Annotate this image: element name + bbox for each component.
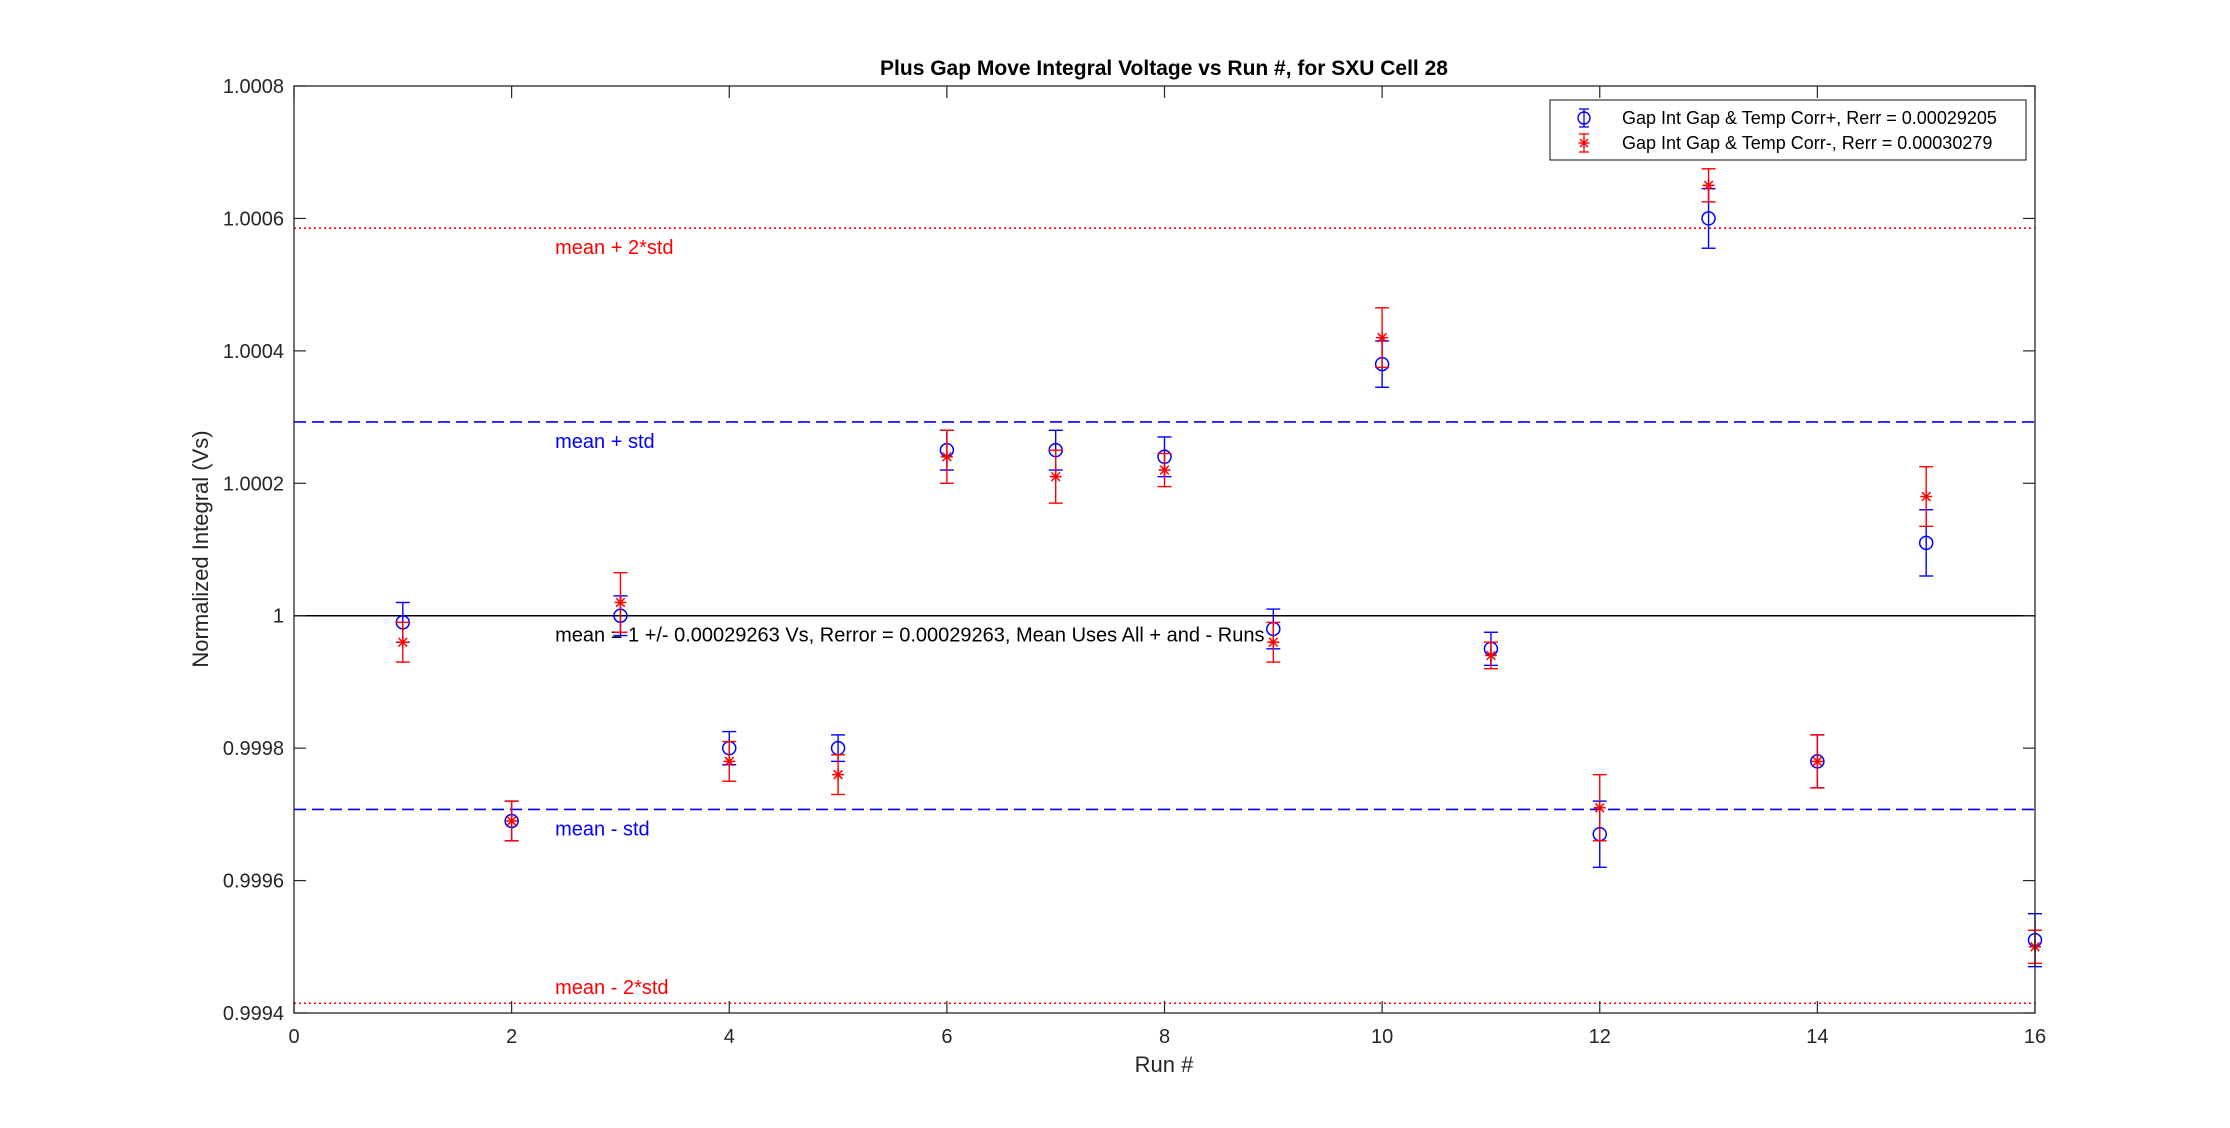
- y-tick-label-3: 1: [273, 606, 284, 628]
- point-0-12: [1701, 211, 1716, 226]
- reference-label-2: mean = 1 +/- 0.00029263 Vs, Rerror = 0.0…: [555, 625, 1264, 647]
- point-1-6: [1049, 470, 1062, 483]
- x-tick-label-2: 4: [724, 1026, 735, 1048]
- x-tick-label-1: 2: [506, 1026, 517, 1048]
- legend: Gap Int Gap & Temp Corr+, Rerr = 0.00029…: [1549, 99, 2027, 161]
- y-tick-label-4: 1.0002: [223, 473, 284, 495]
- legend-label-0: Gap Int Gap & Temp Corr+, Rerr = 0.00029…: [1622, 108, 1997, 128]
- y-tick-label-6: 1.0006: [223, 208, 284, 230]
- y-tick-label-1: 0.9996: [223, 871, 284, 893]
- point-1-12: [1702, 179, 1715, 192]
- point-1-1: [505, 814, 518, 827]
- point-1-7: [1158, 464, 1171, 477]
- point-1-13: [1811, 755, 1824, 768]
- plot-area: [294, 86, 2035, 1013]
- legend-box: [1549, 99, 2027, 161]
- reference-label-3: mean - std: [555, 818, 649, 840]
- chart-title: Plus Gap Move Integral Voltage vs Run #,…: [880, 57, 1448, 80]
- x-tick-label-3: 6: [941, 1026, 952, 1048]
- point-0-14: [1918, 535, 1934, 551]
- x-tick-label-8: 16: [2024, 1026, 2046, 1048]
- reference-labels: mean + 2*std mean + std mean = 1 +/- 0.000…: [555, 237, 1264, 999]
- y-axis-label: Normalized Integral (Vs): [188, 430, 213, 667]
- legend-label-1: Gap Int Gap & Temp Corr-, Rerr = 0.00030…: [1622, 133, 1992, 153]
- point-1-5: [940, 450, 953, 463]
- y-tick-label-5: 1.0004: [223, 341, 284, 363]
- legend-entry-0: Gap Int Gap & Temp Corr+, Rerr = 0.00029…: [1577, 108, 1997, 128]
- x-tick-label-5: 10: [1371, 1026, 1393, 1048]
- x-tick-label-4: 8: [1159, 1026, 1170, 1048]
- point-1-8: [1267, 636, 1280, 649]
- reference-label-0: mean + 2*std: [555, 237, 673, 259]
- point-1-9: [1376, 331, 1389, 344]
- x-axis-label: Run #: [1135, 1052, 1194, 1077]
- reference-label-4: mean - 2*std: [555, 977, 668, 999]
- point-1-0: [396, 636, 409, 649]
- axes-layer: 0 2 4 6 8 10 12 14 16 0.9994 0.9996 0.9998 1 1.0002 1.…: [223, 76, 2046, 1048]
- point-1-14: [1920, 490, 1933, 503]
- y-tick-label-0: 0.9994: [223, 1003, 284, 1025]
- point-1-3: [723, 755, 736, 768]
- x-tick-label-6: 12: [1589, 1026, 1611, 1048]
- legend-entry-1: Gap Int Gap & Temp Corr-, Rerr = 0.00030…: [1578, 133, 1992, 153]
- point-1-4: [832, 768, 845, 781]
- point-1-10: [1484, 649, 1497, 662]
- point-1-11: [1593, 801, 1606, 814]
- x-tick-label-7: 14: [1806, 1026, 1828, 1048]
- series-1: [395, 168, 2042, 965]
- reference-label-1: mean + std: [555, 431, 655, 453]
- reference-lines: [294, 227, 2035, 1005]
- series-layer: [395, 168, 2043, 968]
- point-1-2: [614, 596, 627, 609]
- x-tick-label-0: 0: [288, 1026, 299, 1048]
- y-tick-label-7: 1.0008: [223, 76, 284, 98]
- y-tick-label-2: 0.9998: [223, 738, 284, 760]
